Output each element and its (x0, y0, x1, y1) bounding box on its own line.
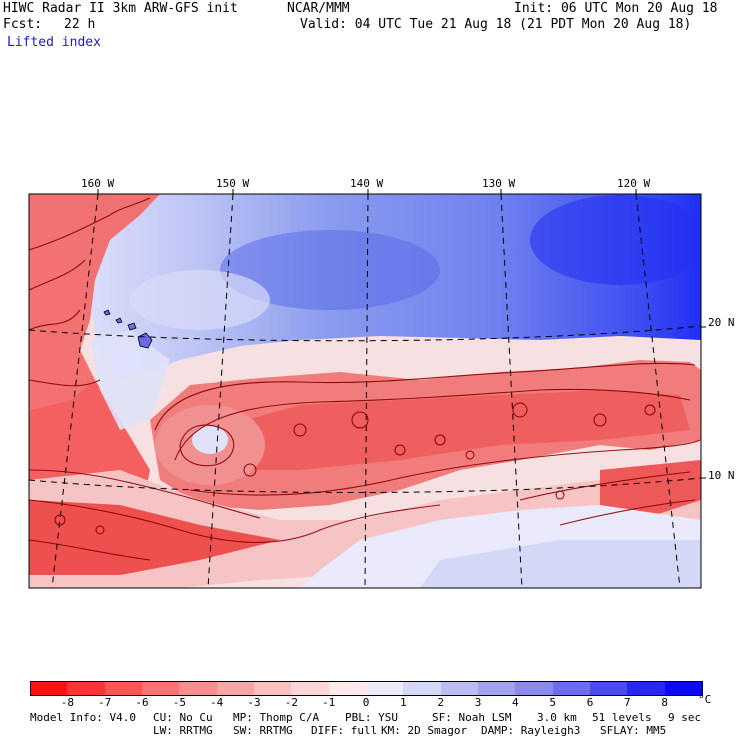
hawaiian-islands (103, 309, 153, 349)
info-resolution: 3.0 km (537, 711, 577, 724)
lon-label-130w: 130 W (482, 177, 516, 190)
graticule (29, 194, 701, 588)
info-levels: 51 levels (592, 711, 652, 724)
info-longwave: LW: RRTMG (153, 724, 213, 737)
forecast-hour: 22 h (64, 17, 96, 32)
info-cumulus: CU: No Cu (153, 711, 213, 724)
colorbar-tick-label: -1 (322, 696, 336, 709)
colorbar-swatch (142, 681, 180, 696)
colorbar-swatch (216, 681, 255, 696)
colorbar-unit: °C (698, 693, 712, 706)
colorbar-tick-label: -4 (210, 696, 224, 709)
colorbar-swatch (403, 681, 442, 696)
unstable-western-region (29, 194, 160, 410)
lon-label-150w: 150 W (216, 177, 250, 190)
colorbar-tick-label: 1 (400, 696, 407, 709)
model-title: HIWC Radar II 3km ARW-GFS init (3, 1, 238, 16)
colorbar-swatch (515, 681, 554, 696)
forecast-label: Fcst: (3, 17, 43, 32)
colorbar-tick-label: 4 (512, 696, 519, 709)
lat-label-20n: 20 N (708, 316, 735, 329)
colorbar-swatch (104, 681, 143, 696)
colorbar-swatch (328, 681, 367, 696)
colorbar-tick-label: -2 (284, 696, 298, 709)
info-shortwave: SW: RRTMG (233, 724, 293, 737)
colorbar-swatch (67, 681, 106, 696)
colorbar-tick-label: 2 (437, 696, 444, 709)
colorbar-tick-label: 7 (624, 696, 631, 709)
info-version: Model Info: V4.0 (30, 711, 136, 724)
map-frame (28, 193, 702, 589)
colorbar-swatch (627, 681, 666, 696)
colorbar-tick-label: 5 (549, 696, 556, 709)
colorbar-swatch (664, 681, 704, 696)
colorbar-swatch (179, 681, 218, 696)
colorbar-swatch (440, 681, 479, 696)
colorbar-swatch (478, 681, 516, 696)
colorbar-tick-label: -7 (98, 696, 112, 709)
info-microphysics: MP: Thomp C/A (233, 711, 320, 724)
field-name: Lifted index (7, 35, 101, 50)
info-surface: SF: Noah LSM (432, 711, 512, 724)
colorbar-tick-label: 8 (661, 696, 668, 709)
lon-label-140w: 140 W (350, 177, 384, 190)
info-sflay: SFLAY: MM5 (600, 724, 667, 737)
colorbar-tick-label: -3 (247, 696, 261, 709)
colorbar-swatch (366, 681, 404, 696)
lon-label-120w: 120 W (617, 177, 651, 190)
center-label: NCAR/MMM (287, 1, 350, 16)
colorbar-swatch (291, 681, 330, 696)
info-km: KM: 2D Smagor (381, 724, 468, 737)
colorbar-swatch (590, 681, 628, 696)
info-pbl: PBL: YSU (345, 711, 398, 724)
init-time: Init: 06 UTC Mon 20 Aug 18 (514, 1, 718, 16)
valid-time: Valid: 04 UTC Tue 21 Aug 18 (21 PDT Mon … (300, 17, 692, 32)
colorbar-tick-label: 0 (362, 696, 370, 709)
info-timestep: 9 sec (668, 711, 702, 724)
colorbar-tick-label: 3 (474, 696, 482, 709)
info-damping: DAMP: Rayleigh3 (481, 724, 581, 737)
info-diffusion: DIFF: full (311, 724, 378, 737)
colorbar-tick-label: 6 (586, 696, 594, 709)
colorbar-swatch (254, 681, 292, 696)
lon-label-160w: 160 W (81, 177, 115, 190)
colorbar-tick-label: -6 (135, 696, 149, 709)
colorbar-swatch (30, 681, 69, 696)
colorbar-tick-label: -5 (172, 696, 186, 709)
colorbar-swatch (552, 681, 591, 696)
colorbar-tick-label: -8 (60, 696, 74, 709)
lat-label-10n: 10 N (708, 469, 735, 482)
